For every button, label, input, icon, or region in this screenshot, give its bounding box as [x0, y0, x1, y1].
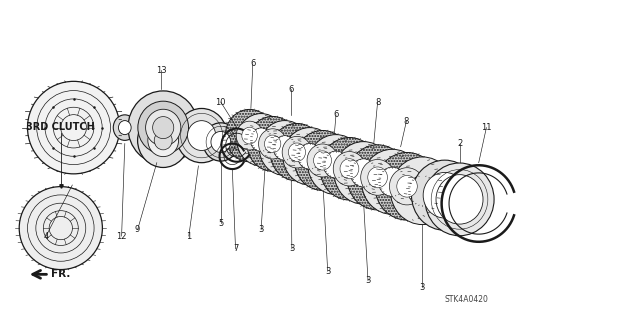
Ellipse shape — [225, 109, 274, 162]
Text: 3: 3 — [365, 276, 371, 285]
Ellipse shape — [138, 101, 189, 154]
Ellipse shape — [334, 142, 393, 204]
Ellipse shape — [397, 175, 417, 197]
Text: 2: 2 — [457, 139, 462, 148]
Text: 6: 6 — [333, 110, 339, 119]
Ellipse shape — [264, 135, 281, 153]
Ellipse shape — [289, 143, 305, 161]
Text: 3RD CLUTCH: 3RD CLUTCH — [26, 122, 95, 132]
Ellipse shape — [320, 137, 379, 200]
Text: FR.: FR. — [51, 269, 70, 279]
Ellipse shape — [237, 114, 285, 166]
Ellipse shape — [211, 131, 230, 152]
Ellipse shape — [283, 128, 337, 185]
Text: 10: 10 — [216, 98, 226, 107]
Ellipse shape — [188, 121, 216, 151]
Text: 6: 6 — [289, 85, 294, 94]
Ellipse shape — [273, 136, 296, 160]
Ellipse shape — [146, 109, 180, 146]
Ellipse shape — [368, 167, 387, 188]
Ellipse shape — [247, 116, 298, 171]
Ellipse shape — [423, 172, 467, 218]
Ellipse shape — [408, 175, 437, 206]
Ellipse shape — [118, 121, 131, 135]
Text: 3: 3 — [325, 267, 330, 276]
Text: 7: 7 — [233, 244, 238, 253]
Ellipse shape — [176, 108, 227, 163]
Ellipse shape — [282, 137, 312, 168]
Ellipse shape — [361, 160, 394, 195]
Text: 12: 12 — [116, 232, 127, 241]
Text: 9: 9 — [135, 225, 140, 234]
Ellipse shape — [236, 121, 263, 150]
Ellipse shape — [350, 159, 377, 187]
Ellipse shape — [28, 81, 120, 174]
Text: 4: 4 — [44, 232, 49, 241]
Ellipse shape — [203, 123, 239, 161]
Text: 5: 5 — [218, 219, 223, 228]
Ellipse shape — [375, 152, 439, 220]
Text: 8: 8 — [375, 98, 380, 107]
Ellipse shape — [138, 113, 189, 167]
Ellipse shape — [308, 135, 364, 195]
Text: 11: 11 — [481, 123, 492, 132]
Ellipse shape — [307, 144, 338, 177]
Ellipse shape — [259, 121, 310, 175]
Ellipse shape — [270, 123, 324, 181]
Ellipse shape — [340, 159, 359, 179]
Ellipse shape — [425, 163, 494, 236]
Text: 3: 3 — [420, 283, 425, 292]
Ellipse shape — [347, 145, 408, 210]
Ellipse shape — [298, 143, 322, 169]
Ellipse shape — [389, 168, 425, 205]
Ellipse shape — [113, 115, 136, 140]
Ellipse shape — [152, 116, 174, 138]
Text: 13: 13 — [156, 66, 166, 75]
Text: STK4A0420: STK4A0420 — [445, 295, 489, 304]
Text: 1: 1 — [186, 232, 191, 241]
Text: 8: 8 — [404, 117, 409, 126]
Ellipse shape — [333, 152, 365, 186]
Ellipse shape — [323, 151, 349, 178]
Ellipse shape — [436, 174, 483, 224]
Ellipse shape — [294, 130, 351, 190]
Ellipse shape — [242, 127, 257, 144]
Ellipse shape — [128, 91, 198, 164]
Ellipse shape — [362, 149, 423, 214]
Ellipse shape — [148, 124, 179, 157]
Text: 6: 6 — [250, 59, 255, 68]
Ellipse shape — [250, 128, 272, 152]
Ellipse shape — [19, 187, 102, 270]
Ellipse shape — [259, 129, 287, 159]
Ellipse shape — [314, 151, 332, 170]
Ellipse shape — [412, 160, 478, 230]
Text: 3: 3 — [259, 225, 264, 234]
Ellipse shape — [390, 157, 454, 225]
Ellipse shape — [154, 131, 172, 150]
Text: 3: 3 — [289, 244, 294, 253]
Ellipse shape — [378, 167, 406, 197]
